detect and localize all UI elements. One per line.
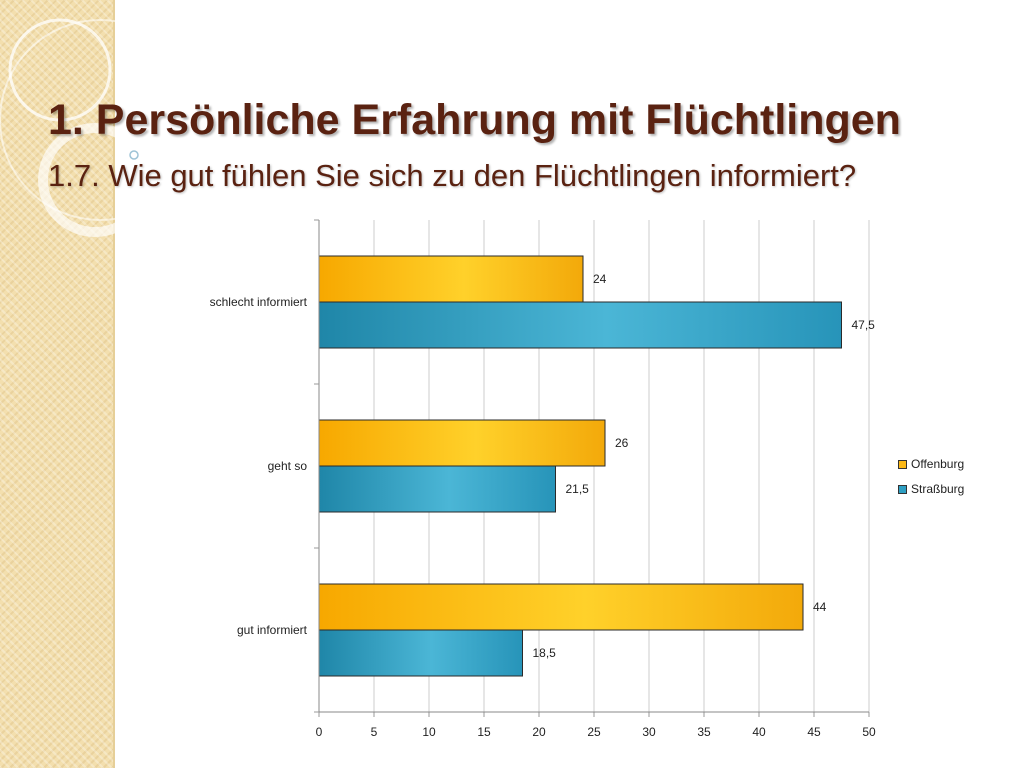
category-label-schlecht-informiert: schlecht informiert	[210, 295, 308, 309]
value-label-strassburg-geht-so: 21,5	[566, 482, 590, 496]
slide-title: 1. Persönliche Erfahrung mit Flüchtlinge…	[48, 96, 901, 144]
bar-strassburg-schlecht-informiert	[318, 301, 842, 349]
x-tick-label: 45	[807, 725, 821, 739]
x-tick-label: 15	[477, 725, 491, 739]
legend-swatch-offenburg	[898, 459, 907, 469]
bar-offenburg-geht-so	[318, 419, 606, 467]
bars	[318, 255, 842, 677]
value-label-strassburg-schlecht-informiert: 47,5	[852, 318, 876, 332]
slide-subtitle: 1.7. Wie gut fühlen Sie sich zu den Flüc…	[48, 158, 857, 193]
x-tick-label: 10	[422, 725, 436, 739]
bar-offenburg-schlecht-informiert	[318, 255, 584, 303]
x-tick-labels: 0 5 10 15 20 25 30 35 40 45 50	[316, 725, 876, 739]
legend-label-strassburg: Straßburg	[911, 482, 965, 496]
x-tick-label: 35	[697, 725, 711, 739]
value-label-offenburg-gut-informiert: 44	[813, 600, 827, 614]
x-tick-label: 5	[371, 725, 378, 739]
category-labels: schlecht informiert geht so gut informiert	[210, 295, 308, 637]
bar-offenburg-gut-informiert	[318, 583, 804, 631]
legend-item-offenburg: Offenburg	[898, 456, 964, 472]
bar-strassburg-gut-informiert	[318, 629, 523, 677]
bar-strassburg-geht-so	[318, 465, 556, 513]
value-label-offenburg-schlecht-informiert: 24	[593, 272, 607, 286]
side-band-edge	[113, 0, 115, 768]
x-tick-label: 25	[587, 725, 601, 739]
value-label-strassburg-gut-informiert: 18,5	[533, 646, 557, 660]
value-labels: 24 47,5 26 21,5 44 18,5	[533, 272, 876, 660]
legend-swatch-strassburg	[898, 484, 907, 494]
x-tick-label: 40	[752, 725, 766, 739]
legend: Offenburg Straßburg	[898, 456, 964, 506]
value-label-offenburg-geht-so: 26	[615, 436, 629, 450]
x-tick-label: 50	[862, 725, 876, 739]
category-label-geht-so: geht so	[268, 459, 308, 473]
axes	[314, 219, 870, 717]
x-tick-label: 0	[316, 725, 323, 739]
category-label-gut-informiert: gut informiert	[237, 623, 308, 637]
x-tick-label: 30	[642, 725, 656, 739]
legend-item-strassburg: Straßburg	[898, 481, 964, 497]
legend-label-offenburg: Offenburg	[911, 457, 965, 471]
x-tick-label: 20	[532, 725, 546, 739]
